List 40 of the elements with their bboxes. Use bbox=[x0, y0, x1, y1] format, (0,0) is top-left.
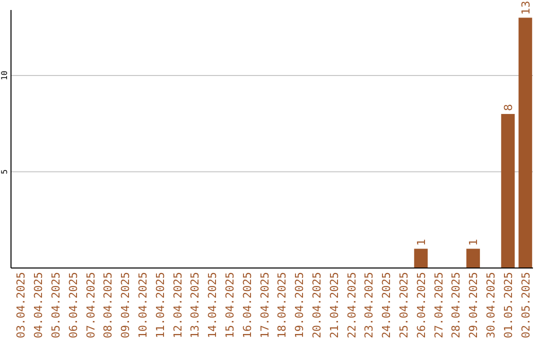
x-tick-label: 17.04.2025 bbox=[258, 272, 272, 338]
x-tick-label: 04.04.2025 bbox=[32, 272, 46, 338]
bar bbox=[414, 248, 428, 268]
x-tick-label: 01.05.2025 bbox=[502, 272, 515, 338]
data-label: 13 bbox=[519, 0, 532, 15]
bar bbox=[501, 114, 515, 268]
x-tick-label: 25.04.2025 bbox=[398, 272, 411, 338]
x-tick-label: 11.04.2025 bbox=[154, 272, 167, 338]
data-label: 1 bbox=[467, 238, 480, 246]
bar bbox=[518, 18, 532, 268]
data-label: 1 bbox=[414, 238, 428, 246]
data-label: 8 bbox=[502, 104, 515, 111]
y-tick-label: 10 bbox=[0, 70, 9, 80]
x-tick-label: 07.04.2025 bbox=[84, 272, 98, 338]
x-tick-label: 10.04.2025 bbox=[136, 272, 150, 338]
x-tick-label: 12.04.2025 bbox=[171, 272, 184, 338]
x-tick-label: 24.04.2025 bbox=[380, 272, 394, 338]
x-tick-label: 05.04.2025 bbox=[49, 272, 62, 338]
x-tick-label: 16.04.2025 bbox=[240, 272, 254, 338]
x-tick-label: 27.04.2025 bbox=[432, 272, 446, 338]
x-tick-label: 14.04.2025 bbox=[206, 272, 220, 338]
x-tick-label: 09.04.2025 bbox=[119, 272, 132, 338]
x-tick-label: 30.04.2025 bbox=[484, 272, 498, 338]
x-tick-label: 15.04.2025 bbox=[223, 272, 236, 338]
x-tick-label: 20.04.2025 bbox=[310, 272, 324, 338]
x-tick-label: 28.04.2025 bbox=[450, 272, 463, 338]
x-tick-label: 08.04.2025 bbox=[102, 272, 115, 338]
x-tick-label: 23.04.2025 bbox=[362, 272, 376, 338]
x-tick-label: 22.04.2025 bbox=[345, 272, 358, 338]
x-tick-label: 06.04.2025 bbox=[66, 272, 80, 338]
x-tick-label: 26.04.2025 bbox=[414, 272, 428, 338]
x-tick-label: 29.04.2025 bbox=[467, 272, 480, 338]
x-tick-label: 18.04.2025 bbox=[276, 272, 289, 338]
x-tick-label: 19.04.2025 bbox=[293, 272, 306, 338]
bar bbox=[466, 248, 480, 268]
y-tick-label: 5 bbox=[0, 169, 9, 174]
x-tick-label: 13.04.2025 bbox=[188, 272, 202, 338]
x-tick-label: 02.05.2025 bbox=[519, 272, 532, 338]
x-tick-label: 03.04.2025 bbox=[14, 272, 28, 338]
x-tick-label: 21.04.2025 bbox=[328, 272, 341, 338]
